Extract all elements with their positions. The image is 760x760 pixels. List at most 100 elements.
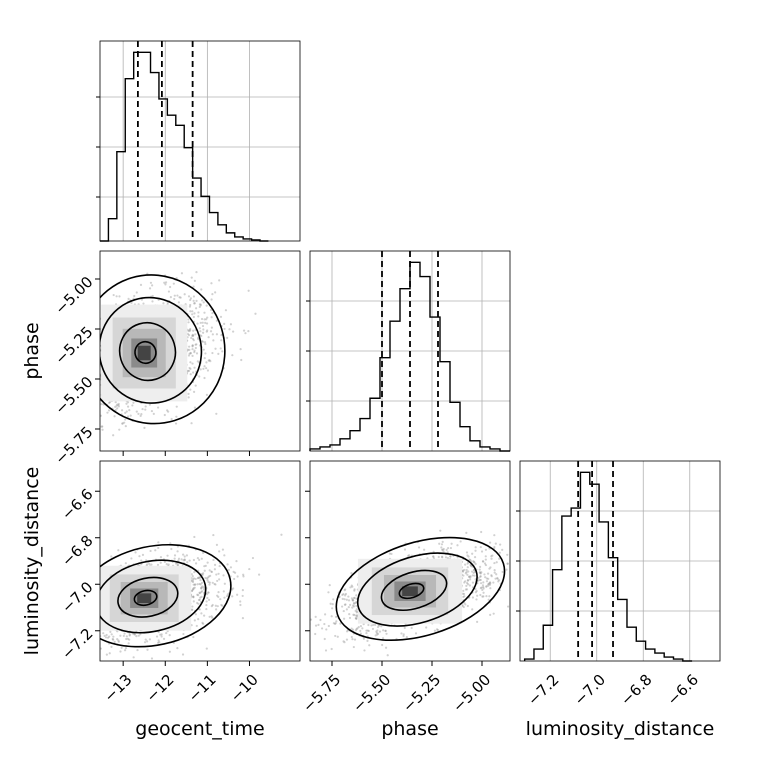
scatter-point [468,558,471,561]
scatter-point [188,305,192,308]
scatter-point [119,650,122,653]
contour-line [134,340,157,365]
scatter-point [324,649,328,652]
scatter-point [193,302,196,305]
scatter-point [342,640,345,643]
scatter-point [211,603,214,607]
scatter-point [483,562,487,565]
scatter-point [156,563,160,567]
scatter-point [357,625,360,629]
scatter-point [197,598,201,602]
scatter-point [229,566,233,569]
scatter-point [115,295,118,298]
scatter-point [488,582,491,585]
scatter-point [79,370,81,372]
scatter-point [247,330,250,333]
scatter-point [206,316,209,319]
scatter-point [80,612,82,614]
scatter-point [205,647,208,650]
scatter-point [95,611,97,613]
scatter-point [325,628,328,631]
scatter-point [141,553,145,557]
scatter-point [116,630,119,633]
contour-line [100,274,226,425]
scatter-point [213,563,217,566]
scatter-point [165,631,168,635]
scatter-point [192,285,195,288]
scatter-point [100,425,103,428]
scatter-point [487,577,490,580]
scatter-point [355,608,358,611]
scatter-point [193,406,197,409]
scatter-point [54,614,56,616]
scatter-point [356,614,359,617]
scatter-point [193,583,196,586]
scatter-point [192,595,195,598]
scatter-point [232,330,235,333]
scatter-point [497,580,500,583]
scatter-point [474,562,477,566]
scatter-point [484,576,487,579]
scatter-point [201,324,205,328]
scatter-point [490,575,493,578]
scatter-point [124,418,127,421]
scatter-point [201,331,205,334]
scatter-point [192,577,196,580]
scatter-point [95,604,97,606]
scatter-point [224,309,228,312]
scatter-point [187,354,191,357]
scatter-point [247,289,250,292]
scatter-point [190,589,194,592]
scatter-point [239,348,242,351]
scatter-point [323,622,326,626]
scatter-point [113,415,116,418]
scatter-point [211,351,214,355]
scatter-point [200,334,203,338]
scatter-point [101,425,104,428]
scatter-point [183,555,186,558]
scatter-point [151,294,154,298]
scatter-point [88,599,90,601]
scatter-point [193,349,196,352]
scatter-point [193,571,196,574]
scatter-point [150,409,154,413]
scatter-point [176,563,180,566]
scatter-point [112,434,115,437]
scatter-point [410,626,413,630]
scatter-point [120,409,124,412]
scatter-point [352,597,356,600]
scatter-point [423,548,426,551]
histogram-phase [309,261,510,452]
scatter-point [183,293,186,296]
scatter-point [359,629,362,632]
scatter-point [223,596,226,599]
scatter-point [365,629,368,632]
scatter-point [349,586,352,589]
scatter-point [125,635,128,638]
scatter-point [487,598,490,601]
scatter-point [485,580,489,583]
scatter-point [441,540,444,544]
scatter-point [215,543,219,546]
scatter-point [134,551,137,554]
scatter-point [162,637,166,640]
scatter-point [499,543,502,546]
scatter-point [239,603,242,607]
scatter-point [152,412,155,415]
scatter-point [366,639,369,642]
scatter-point [467,570,470,573]
scatter-point [50,610,52,612]
scatter-point [92,373,94,375]
scatter-point [198,576,201,580]
scatter-point [78,624,80,626]
scatter-point [210,298,213,301]
scatter-point [95,612,97,614]
scatter-point [207,591,210,594]
scatter-point [120,646,123,649]
scatter-point [105,653,108,656]
scatter-point [96,371,98,373]
scatter-point [482,591,485,594]
scatter-point [85,615,87,617]
scatter-point [440,543,444,546]
scatter-point [159,556,163,559]
